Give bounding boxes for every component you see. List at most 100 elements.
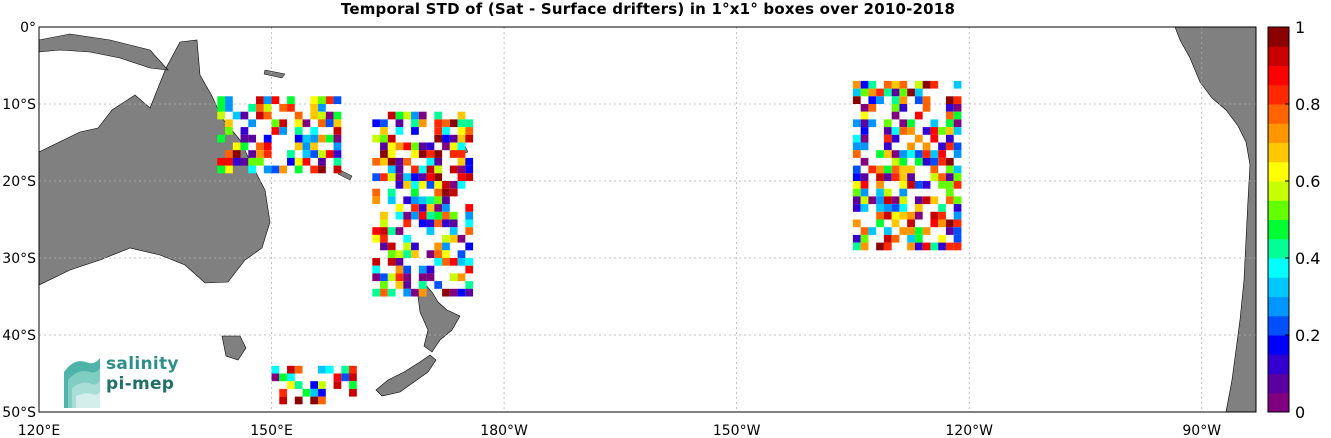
data-cell xyxy=(457,273,466,282)
data-cell xyxy=(465,227,474,235)
x-tick-label: 120°E xyxy=(18,423,61,438)
data-cell xyxy=(907,242,915,251)
colorbar-segment xyxy=(1268,123,1289,143)
data-cell xyxy=(930,150,939,158)
data-cell xyxy=(883,119,892,128)
data-cell xyxy=(891,204,900,212)
data-cell xyxy=(380,211,388,220)
data-cell xyxy=(860,188,869,197)
colorbar-segment xyxy=(1268,238,1289,259)
data-cell xyxy=(380,142,388,151)
data-cell xyxy=(411,196,419,205)
data-cell xyxy=(868,96,877,104)
data-cell xyxy=(217,111,226,120)
data-cell xyxy=(899,188,908,197)
data-cell xyxy=(907,88,915,97)
data-cell xyxy=(930,242,939,251)
land-tasmania xyxy=(221,335,247,361)
data-cell xyxy=(325,111,334,120)
data-cell xyxy=(287,96,295,104)
data-cell xyxy=(883,234,892,243)
data-cell xyxy=(387,150,396,158)
data-cell xyxy=(914,227,923,235)
data-cell xyxy=(395,173,404,181)
data-cell xyxy=(333,119,342,128)
data-cell xyxy=(945,219,954,228)
data-cell xyxy=(294,365,303,374)
data-cell xyxy=(279,373,288,382)
data-cell xyxy=(395,165,404,174)
data-cell xyxy=(930,80,939,89)
data-cell xyxy=(426,173,435,181)
y-tick-label: 10°S xyxy=(2,97,36,113)
colorbar-segment xyxy=(1268,335,1289,355)
data-cell xyxy=(395,111,404,120)
data-cell xyxy=(287,150,295,158)
data-cell xyxy=(411,173,419,181)
data-cell xyxy=(907,181,915,189)
colorbar-tick-label: 0.8 xyxy=(1295,95,1320,114)
data-cell xyxy=(426,219,435,228)
data-cell xyxy=(403,211,412,220)
data-cell xyxy=(907,234,915,243)
data-cell xyxy=(883,127,892,135)
data-cell xyxy=(891,96,900,104)
data-cell xyxy=(442,234,450,243)
data-cell xyxy=(876,181,884,189)
data-cell xyxy=(240,134,249,143)
data-cell xyxy=(403,181,412,189)
x-tick-label: 120°W xyxy=(945,423,993,438)
data-cell xyxy=(938,219,946,228)
data-cell xyxy=(248,119,257,128)
data-cell xyxy=(891,127,900,135)
data-cell xyxy=(860,127,869,135)
data-cell xyxy=(395,181,404,189)
data-cell xyxy=(325,134,334,143)
data-cell xyxy=(271,127,280,135)
data-cell xyxy=(945,165,954,174)
data-cell xyxy=(449,273,458,282)
data-cell xyxy=(891,88,900,97)
data-cell xyxy=(310,381,319,389)
data-cell xyxy=(442,181,450,189)
data-cell xyxy=(852,196,861,205)
data-cell xyxy=(263,96,272,104)
data-cell xyxy=(465,211,474,220)
data-cell xyxy=(876,211,884,220)
data-cell xyxy=(434,111,443,120)
data-cell xyxy=(953,173,962,181)
colorbar-tick-label: 0 xyxy=(1295,403,1305,422)
data-cell xyxy=(403,142,412,151)
data-cell xyxy=(922,127,931,135)
land-nz-south xyxy=(375,354,437,397)
data-cell xyxy=(225,119,233,128)
data-cell xyxy=(372,258,381,266)
data-cell xyxy=(434,165,443,174)
data-cell xyxy=(372,288,381,297)
data-cell xyxy=(938,234,946,243)
data-cell xyxy=(310,127,319,135)
x-axis-ticks: 120°E 150°E 180°W 150°W 120°W 90°W xyxy=(18,423,1222,438)
data-cell xyxy=(349,373,357,382)
data-cell xyxy=(852,134,861,143)
data-cell xyxy=(449,142,458,151)
data-cell xyxy=(883,188,892,197)
colorbar-tick-label: 0.2 xyxy=(1295,326,1320,345)
data-cell xyxy=(372,188,381,197)
y-tick-label: 0° xyxy=(20,20,36,36)
data-cell xyxy=(914,204,923,212)
data-cell xyxy=(449,234,458,243)
data-cell xyxy=(465,281,474,289)
data-cell xyxy=(899,104,908,112)
logo-wave-icon xyxy=(64,358,100,408)
data-cell xyxy=(310,388,319,397)
data-cell xyxy=(899,204,908,212)
data-cell xyxy=(325,365,334,374)
data-cell xyxy=(294,119,303,128)
data-cell xyxy=(922,80,931,89)
data-cell xyxy=(372,157,381,166)
data-cell xyxy=(411,242,419,251)
data-cell xyxy=(930,165,939,174)
data-cell xyxy=(930,211,939,220)
y-axis-ticks: 0° 10°S 20°S 30°S 40°S 50°S xyxy=(2,20,36,421)
